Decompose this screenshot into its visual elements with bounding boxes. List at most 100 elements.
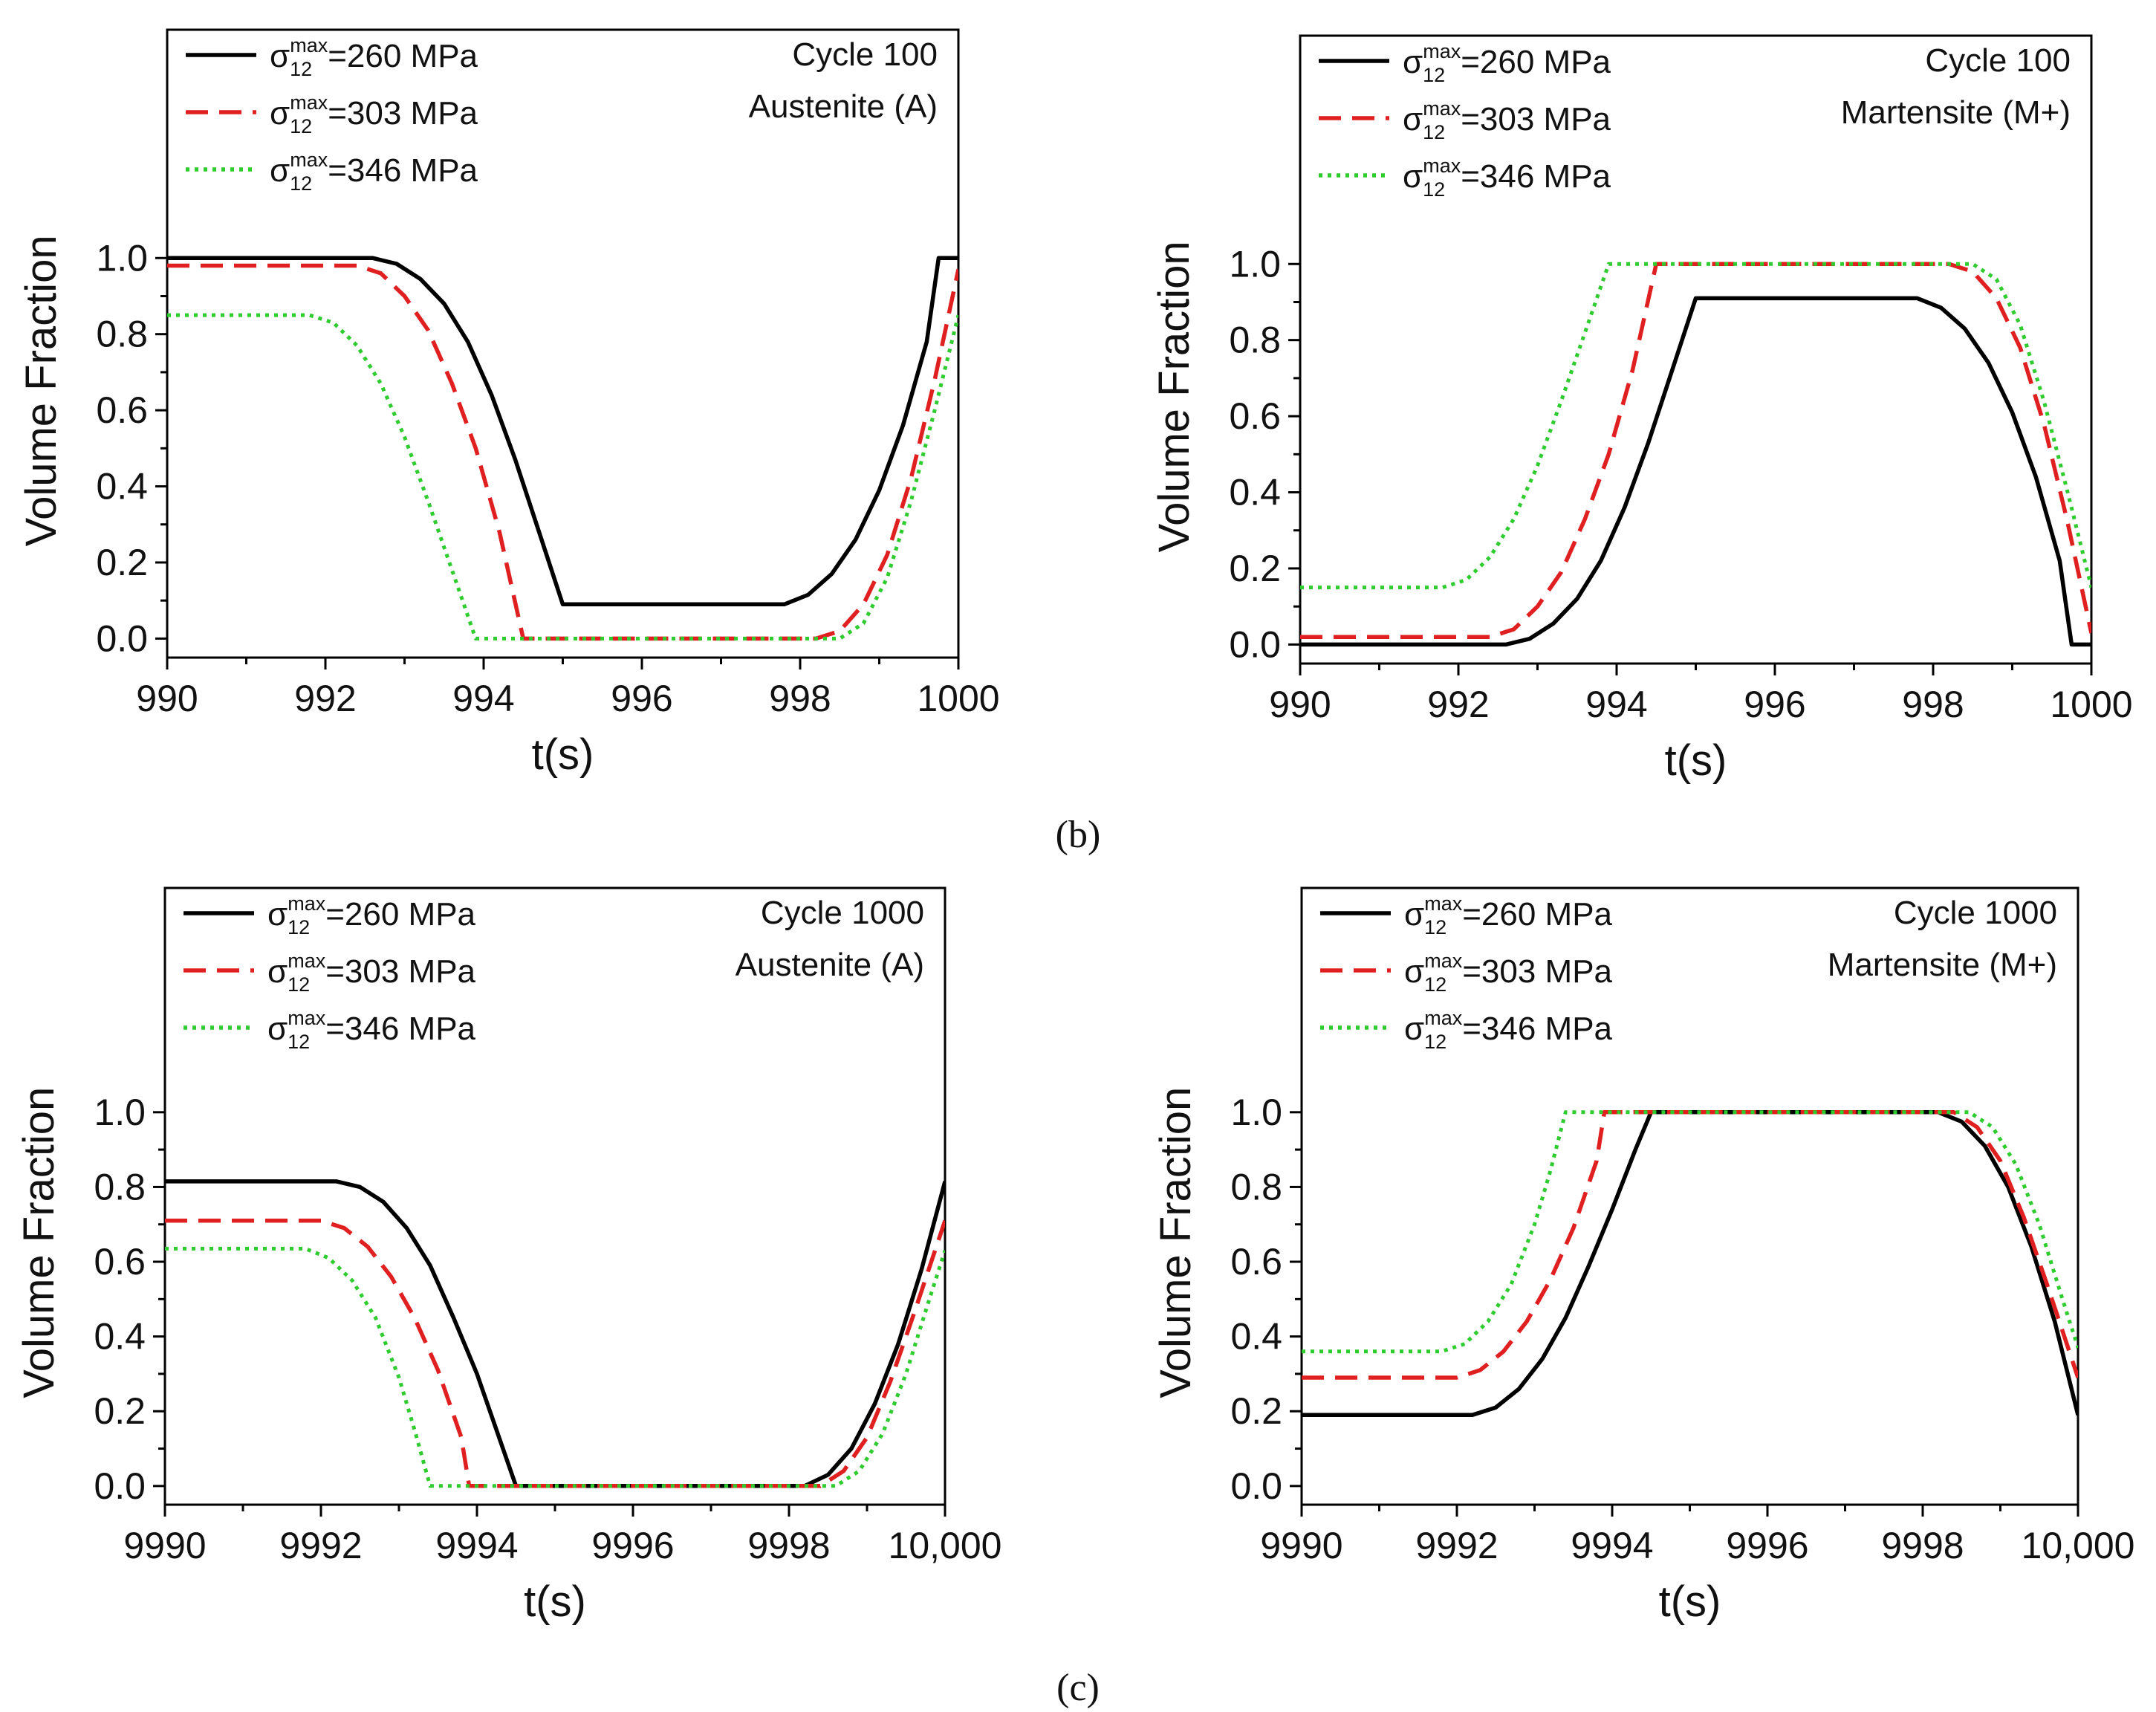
- x-tick-label: 994: [1585, 684, 1647, 725]
- annotation-label: Cycle 100: [792, 36, 938, 73]
- legend-label: σ12max=260 MPa: [270, 34, 478, 80]
- series-line-3: [167, 313, 958, 641]
- legend-superscript: max: [290, 34, 328, 56]
- legend-sigma: σ: [1404, 896, 1424, 933]
- legend-sigma: σ: [1403, 158, 1423, 195]
- legend-label: σ12max=303 MPa: [270, 91, 478, 137]
- x-tick-label: 10,000: [889, 1525, 1002, 1566]
- legend-label: σ12max=303 MPa: [1404, 950, 1613, 996]
- annotation-label: Cycle 100: [1925, 42, 2071, 79]
- y-tick-label: 0.4: [1230, 1316, 1282, 1358]
- x-tick-label: 996: [1744, 684, 1805, 725]
- x-tick-label: 992: [294, 678, 356, 719]
- chart-c-right: 9990 9992 9994 9996 9998 10,000 0.0 0.2 0.4 0.6 0.…: [1152, 886, 2135, 1626]
- y-tick-label: 0.0: [1230, 1465, 1282, 1507]
- x-axis-title: t(s): [532, 730, 594, 779]
- x-tick-label: 9996: [1726, 1525, 1808, 1566]
- legend-subscript: 12: [290, 58, 312, 80]
- x-tick-label: 10,000: [2022, 1525, 2135, 1566]
- legend-subscript: 12: [288, 1031, 310, 1053]
- y-tick-label: 0.2: [96, 542, 148, 583]
- chart-c-left: 9990 9992 9994 9996 9998 10,000 0.0 0.2 0.4 0.6 0.…: [15, 886, 1002, 1626]
- legend-sigma: σ: [1404, 953, 1424, 990]
- x-tick-label: 996: [611, 678, 672, 719]
- y-axis-title: Volume Fraction: [17, 235, 65, 546]
- series-line-2: [1300, 262, 2091, 639]
- series-line-1: [1300, 296, 2091, 647]
- legend-value: =346 MPa: [1461, 158, 1611, 195]
- chart-b-right: 990 992 994 996 998 1000 0.0 0.2 0.4 0.6 0.8 1.0 t(s…: [1150, 34, 2133, 785]
- x-tick-label: 9998: [1881, 1525, 1964, 1566]
- legend-subscript: 12: [1424, 1031, 1446, 1053]
- legend-value: =260 MPa: [328, 38, 478, 74]
- legend-superscript: max: [288, 950, 326, 972]
- y-tick-label: 0.2: [1229, 548, 1281, 589]
- legend-subscript: 12: [1424, 973, 1446, 996]
- x-tick-label: 9996: [591, 1525, 674, 1566]
- legend-sigma: σ: [267, 953, 288, 990]
- legend-superscript: max: [1423, 97, 1461, 120]
- legend-subscript: 12: [288, 916, 310, 938]
- legend-superscript: max: [1423, 155, 1461, 177]
- annotation-label: Martensite (M+): [1828, 947, 2057, 983]
- legend-sigma: σ: [1403, 44, 1423, 80]
- x-tick-label: 1000: [917, 678, 999, 719]
- legend-value: =260 MPa: [1462, 896, 1612, 933]
- y-tick-label: 0.2: [1230, 1390, 1282, 1432]
- y-tick-label: 0.4: [94, 1316, 146, 1358]
- x-tick-label: 9992: [1415, 1525, 1498, 1566]
- y-tick-label: 0.6: [94, 1241, 146, 1283]
- legend-value: =303 MPa: [325, 953, 475, 990]
- legend-value: =260 MPa: [1461, 44, 1611, 80]
- panel-label-c: (c): [1056, 1667, 1100, 1709]
- legend-value: =346 MPa: [328, 152, 478, 189]
- series-line-3: [1300, 262, 2091, 590]
- y-axis-title: Volume Fraction: [1150, 241, 1198, 552]
- legend-superscript: max: [1423, 40, 1461, 62]
- x-tick-label: 990: [136, 678, 198, 719]
- legend-sigma: σ: [270, 152, 290, 189]
- y-tick-label: 0.4: [1229, 472, 1281, 513]
- x-tick-label: 9992: [279, 1525, 362, 1566]
- x-axis-title: t(s): [1665, 736, 1727, 785]
- y-tick-label: 0.8: [96, 314, 148, 355]
- y-tick-label: 1.0: [96, 237, 148, 279]
- legend-label: σ12max=346 MPa: [1403, 155, 1611, 201]
- legend-sigma: σ: [270, 95, 290, 132]
- legend-label: σ12max=346 MPa: [267, 1007, 476, 1053]
- y-tick-label: 0.0: [94, 1465, 146, 1507]
- legend-label: σ12max=260 MPa: [1403, 40, 1611, 86]
- legend-superscript: max: [288, 1007, 326, 1029]
- legend-sigma: σ: [1403, 101, 1423, 137]
- x-tick-label: 994: [452, 678, 514, 719]
- y-tick-label: 1.0: [1229, 243, 1281, 285]
- x-tick-label: 992: [1427, 684, 1489, 725]
- legend-label: σ12max=346 MPa: [270, 149, 478, 195]
- annotation-label: Martensite (M+): [1841, 94, 2071, 131]
- y-tick-label: 0.0: [1229, 623, 1281, 665]
- y-axis-title: Volume Fraction: [1152, 1087, 1200, 1398]
- series-line-3: [165, 1246, 945, 1488]
- series-line-3: [1302, 1110, 2078, 1354]
- legend-sigma: σ: [267, 896, 288, 933]
- y-tick-label: 0.6: [96, 389, 148, 431]
- legend-sigma: σ: [267, 1011, 288, 1047]
- legend-superscript: max: [290, 149, 328, 171]
- y-tick-label: 1.0: [1230, 1092, 1282, 1133]
- legend-superscript: max: [1424, 950, 1463, 972]
- y-tick-label: 0.8: [1229, 320, 1281, 361]
- x-tick-label: 9998: [747, 1525, 830, 1566]
- y-tick-label: 1.0: [94, 1092, 146, 1133]
- legend-label: σ12max=303 MPa: [267, 950, 476, 996]
- y-tick-label: 0.2: [94, 1390, 146, 1432]
- x-axis-title: t(s): [1659, 1578, 1721, 1626]
- legend-subscript: 12: [290, 115, 312, 137]
- legend-value: =346 MPa: [325, 1011, 475, 1047]
- legend-value: =303 MPa: [1461, 101, 1611, 137]
- y-tick-label: 0.8: [1230, 1166, 1282, 1207]
- x-tick-label: 9994: [435, 1525, 518, 1566]
- x-tick-label: 9990: [123, 1525, 206, 1566]
- x-axis-title: t(s): [524, 1578, 586, 1626]
